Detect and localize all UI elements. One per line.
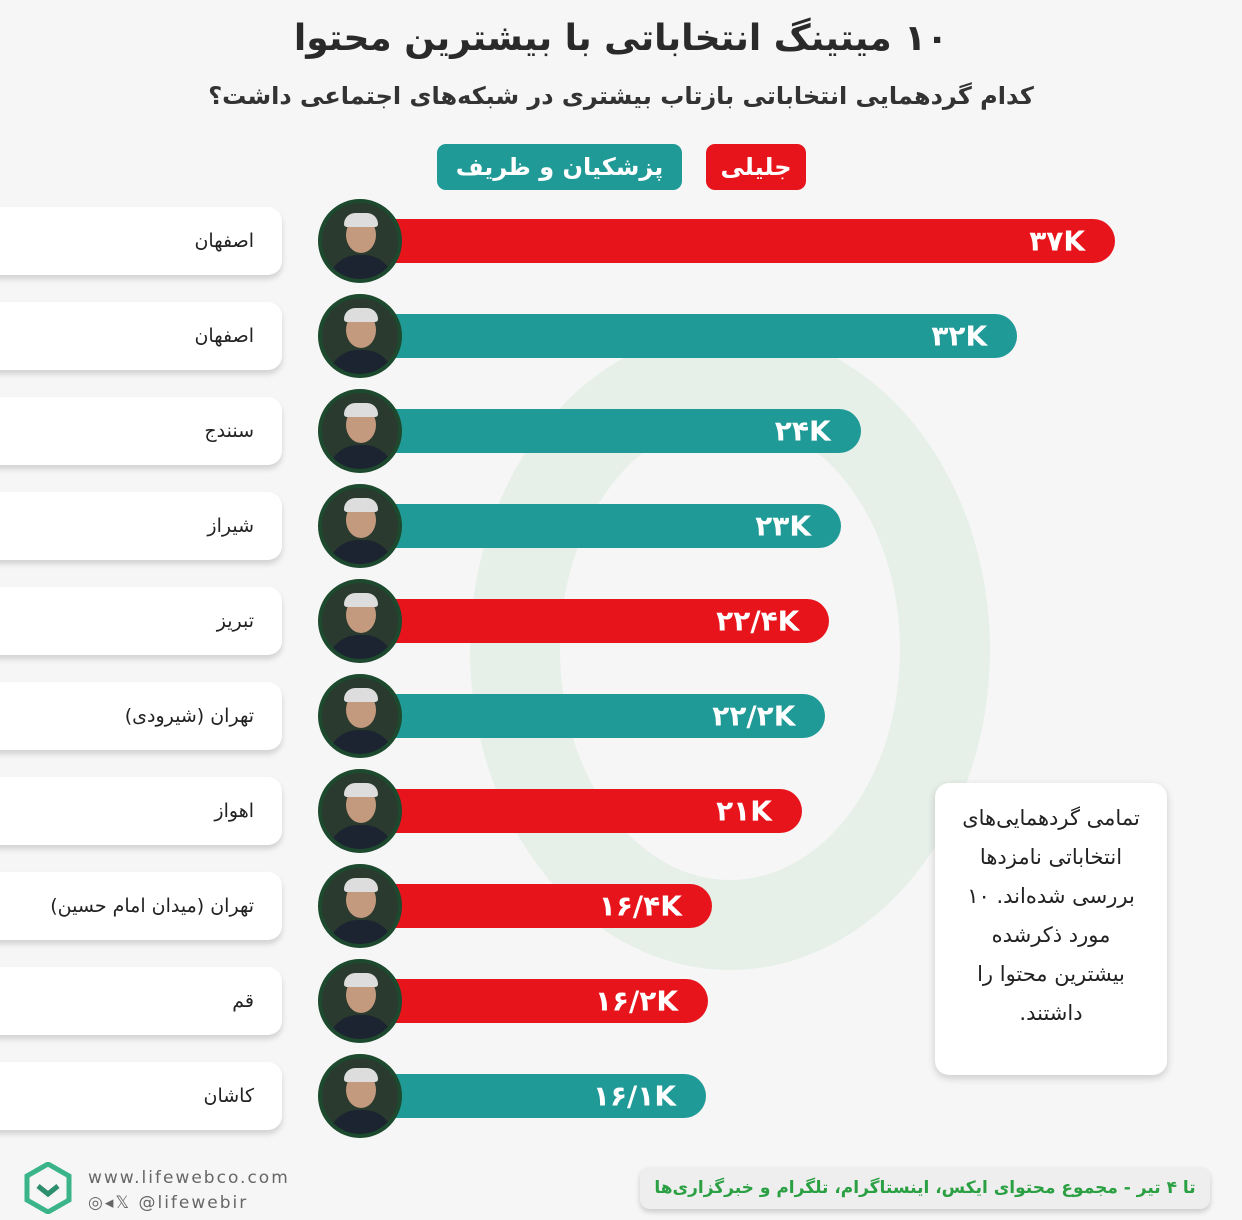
candidate-avatar xyxy=(318,484,402,568)
bar-row: قم ۱۶/۲K xyxy=(0,959,1242,1091)
location-text: اصفهان xyxy=(194,230,254,252)
lifeweb-logo-icon xyxy=(24,1162,72,1214)
bar-value-label: ۲۳K xyxy=(755,509,812,543)
bar: ۳۲K xyxy=(360,314,1018,358)
location-text: قم xyxy=(232,990,254,1012)
location-text: کاشان xyxy=(203,1085,255,1107)
bar: ۱۶/۱K xyxy=(360,1074,707,1118)
bar: ۲۲/۴K xyxy=(360,599,830,643)
location-text: تبریز xyxy=(216,610,254,632)
location-label: تبریز xyxy=(0,587,282,655)
bar-row: اهواز ۲۱K xyxy=(0,769,1242,901)
candidate-avatar xyxy=(318,769,402,853)
candidate-avatar xyxy=(318,579,402,663)
location-text: شیراز xyxy=(207,515,254,537)
candidate-avatar xyxy=(318,199,402,283)
candidate-avatar xyxy=(318,389,402,473)
website-link[interactable]: www.lifewebco.com xyxy=(88,1168,290,1188)
bar-row: تبریز ۲۲/۴K xyxy=(0,579,1242,711)
bar-value-label: ۱۶/۱K xyxy=(592,1079,677,1113)
bar: ۲۳K xyxy=(360,504,842,548)
bar-value-label: ۱۶/۲K xyxy=(594,984,679,1018)
location-label: سنندج xyxy=(0,397,282,465)
location-label: قم xyxy=(0,967,282,1035)
location-label: اصفهان xyxy=(0,207,282,275)
bar-value-label: ۲۱K xyxy=(716,794,772,828)
note-box: تمامی گردهمایی‌های انتخاباتی نامزدها برر… xyxy=(935,783,1167,1075)
bar: ۱۶/۲K xyxy=(360,979,709,1023)
social-icons: ◎◂𝕏 xyxy=(88,1193,139,1213)
candidate-avatar xyxy=(318,864,402,948)
bar-row: سنندج ۲۴K xyxy=(0,389,1242,521)
location-label: کاشان xyxy=(0,1062,282,1130)
social-handle-text: @lifewebir xyxy=(138,1193,249,1213)
candidate-avatar xyxy=(318,294,402,378)
location-text: تهران (شیرودی) xyxy=(124,705,254,727)
bar-value-label: ۲۴K xyxy=(774,414,831,448)
location-text: اهواز xyxy=(214,800,254,822)
bar-value-label: ۲۲/۲K xyxy=(712,699,796,733)
bar-row: اصفهان ۳۲K xyxy=(0,294,1242,426)
bar-value-label: ۲۲/۴K xyxy=(716,604,800,638)
bar-row: کاشان ۱۶/۱K xyxy=(0,1054,1242,1186)
bar-row: تهران (میدان امام حسین) ۱۶/۴K xyxy=(0,864,1242,996)
bar: ۳۷K xyxy=(360,219,1116,263)
source-note: تا ۴ تیر - مجموع محتوای ایکس، اینستاگرام… xyxy=(640,1167,1210,1209)
bar-row: اصفهان ۳۷K xyxy=(0,199,1242,331)
bar-row: تهران (شیرودی) ۲۲/۲K xyxy=(0,674,1242,806)
location-text: سنندج xyxy=(204,420,254,442)
bar-value-label: ۱۶/۴K xyxy=(598,889,682,923)
location-label: شیراز xyxy=(0,492,282,560)
bar: ۲۱K xyxy=(360,789,802,833)
bar: ۲۲/۲K xyxy=(360,694,826,738)
bar-value-label: ۳۲K xyxy=(931,319,988,353)
legend-pezeshkian-zarif: پزشکیان و ظریف xyxy=(437,144,682,190)
bar-value-label: ۳۷K xyxy=(1029,224,1086,258)
candidate-avatar xyxy=(318,1054,402,1138)
legend-jalili: جلیلی xyxy=(706,144,806,190)
location-label: تهران (میدان امام حسین) xyxy=(0,872,282,940)
location-label: اصفهان xyxy=(0,302,282,370)
location-text: اصفهان xyxy=(194,325,254,347)
social-handle: ◎◂𝕏 @lifewebir xyxy=(88,1193,248,1213)
chart-title: ۱۰ میتینگ انتخاباتی با بیشترین محتوا xyxy=(293,18,949,59)
bar: ۱۶/۴K xyxy=(360,884,712,928)
candidate-avatar xyxy=(318,959,402,1043)
location-label: اهواز xyxy=(0,777,282,845)
location-label: تهران (شیرودی) xyxy=(0,682,282,750)
bar: ۲۴K xyxy=(360,409,861,453)
bar-row: شیراز ۲۳K xyxy=(0,484,1242,616)
chart-subtitle: کدام گردهمایی انتخاباتی بازتاب بیشتری در… xyxy=(208,82,1034,110)
location-text: تهران (میدان امام حسین) xyxy=(50,895,254,917)
candidate-avatar xyxy=(318,674,402,758)
